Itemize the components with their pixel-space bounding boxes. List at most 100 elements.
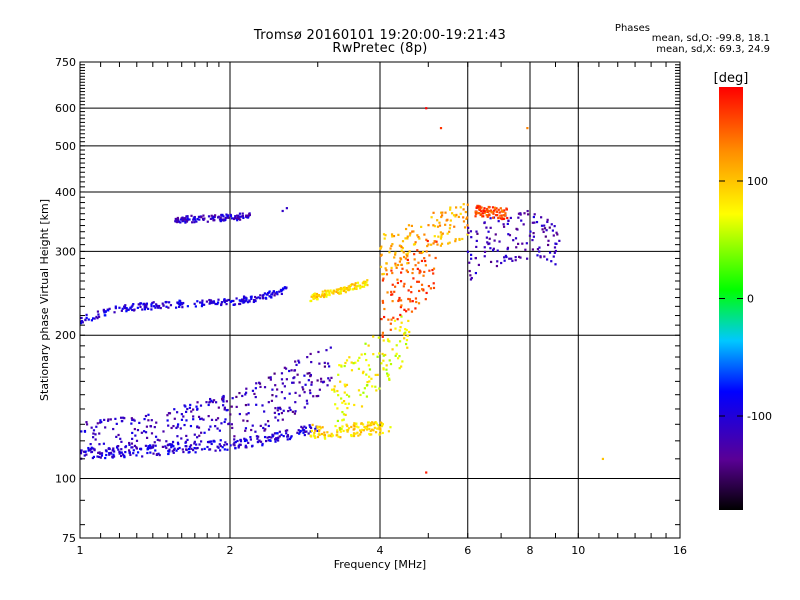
data-point (93, 449, 96, 452)
data-point (139, 448, 143, 451)
data-point (393, 290, 396, 293)
data-point (149, 447, 152, 450)
data-point (267, 376, 270, 379)
data-point (214, 214, 217, 217)
data-point (420, 259, 424, 263)
data-point (189, 403, 192, 407)
data-point (211, 300, 214, 303)
data-point (336, 419, 340, 423)
data-point (380, 245, 383, 248)
data-point (424, 298, 427, 301)
data-point (390, 244, 393, 248)
data-point (384, 353, 387, 357)
data-point (240, 299, 243, 302)
data-point (475, 239, 478, 243)
data-point (324, 292, 327, 295)
data-point (453, 225, 456, 228)
data-point (85, 453, 88, 456)
data-point (439, 244, 443, 247)
data-point (167, 306, 170, 309)
data-point (98, 315, 101, 318)
data-point (364, 342, 367, 345)
data-point (209, 425, 212, 428)
data-point (150, 432, 154, 435)
data-point (131, 308, 134, 312)
data-point (264, 428, 267, 431)
data-point (494, 214, 498, 217)
data-point (501, 217, 504, 221)
data-point (475, 245, 478, 249)
data-point (233, 303, 237, 306)
data-point (492, 209, 495, 212)
data-point (466, 216, 469, 219)
data-point (415, 300, 418, 304)
data-point (153, 425, 156, 429)
data-point (374, 385, 377, 388)
data-point (318, 432, 321, 435)
data-point (394, 285, 397, 288)
data-point (186, 215, 189, 218)
data-point (201, 299, 204, 302)
data-point (368, 432, 371, 436)
data-point (129, 453, 132, 456)
data-point (237, 446, 240, 449)
data-point (181, 306, 184, 309)
data-point (241, 214, 245, 218)
data-point (270, 436, 273, 439)
data-point (120, 451, 123, 454)
data-point (133, 308, 136, 311)
data-point (448, 230, 451, 233)
data-point (392, 234, 396, 238)
data-point (399, 326, 402, 329)
data-point (468, 261, 471, 264)
data-point (252, 300, 255, 304)
data-point (292, 381, 295, 384)
data-point (202, 217, 205, 220)
data-point (186, 438, 189, 442)
data-point (326, 431, 329, 434)
data-point (499, 207, 502, 210)
data-point (224, 441, 227, 444)
data-point (414, 297, 418, 300)
data-point (241, 394, 244, 398)
data-point (274, 416, 277, 419)
data-point (220, 218, 223, 221)
data-point (144, 431, 148, 434)
data-point (247, 412, 250, 415)
data-point (250, 295, 253, 298)
data-point (245, 214, 248, 217)
data-point (175, 219, 178, 222)
data-point (404, 331, 407, 334)
data-point (474, 215, 477, 218)
data-point (91, 317, 95, 320)
data-point (145, 302, 149, 305)
data-point (216, 427, 219, 430)
data-point (159, 306, 162, 310)
data-point (112, 427, 115, 431)
data-point (196, 425, 199, 428)
data-point (489, 209, 492, 212)
data-point (98, 451, 101, 454)
data-point (189, 444, 193, 447)
data-point (527, 213, 530, 216)
data-point (269, 378, 272, 381)
data-point (383, 315, 386, 319)
data-point (400, 271, 403, 274)
data-point (135, 446, 138, 449)
data-point (352, 434, 356, 438)
data-point (341, 419, 344, 422)
data-point (418, 271, 421, 275)
data-point (149, 444, 152, 447)
data-point (185, 419, 188, 422)
data-point (394, 264, 397, 267)
data-point (280, 433, 283, 436)
data-point (380, 317, 383, 321)
data-point (342, 418, 345, 421)
data-point (366, 428, 369, 431)
x-tick-label: 16 (673, 544, 687, 557)
data-point (368, 380, 371, 383)
data-point (326, 362, 330, 365)
data-point (388, 378, 391, 381)
data-point (309, 391, 312, 395)
data-point (105, 450, 108, 453)
